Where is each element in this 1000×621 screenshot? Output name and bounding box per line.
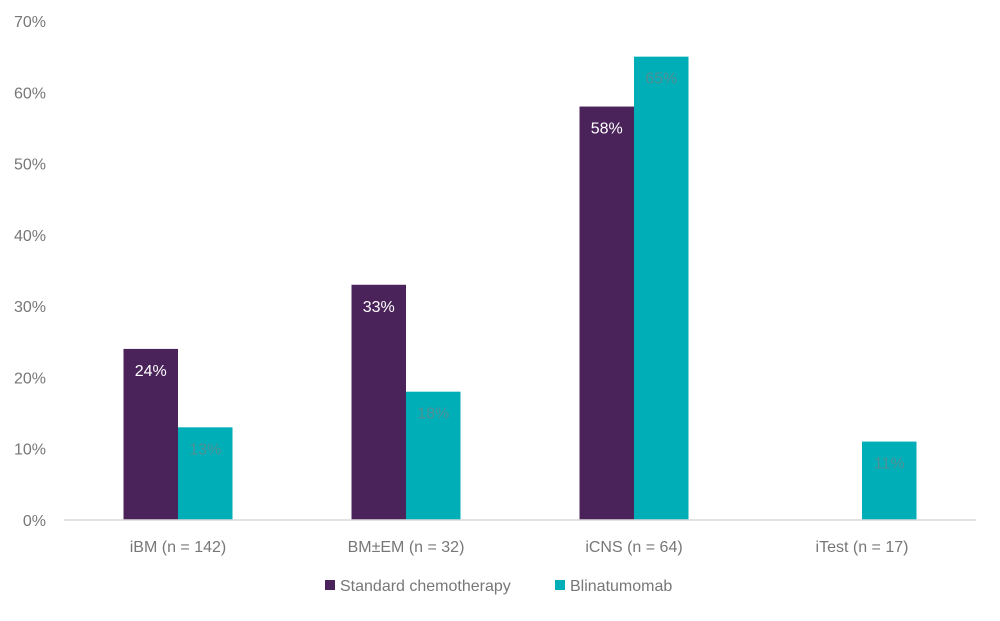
y-tick-label: 20% [14, 370, 46, 387]
bar [351, 284, 406, 520]
data-label: 24% [135, 363, 167, 380]
x-tick-label: iBM (n = 142) [130, 539, 226, 556]
bar [862, 441, 917, 520]
y-tick-label: 60% [14, 85, 46, 102]
y-tick-label: 0% [23, 513, 46, 530]
data-label: 11% [874, 456, 905, 473]
data-label: 13% [189, 441, 221, 458]
data-label: 65% [645, 71, 677, 88]
bar [123, 348, 178, 520]
y-tick-label: 40% [14, 228, 46, 245]
bar [178, 427, 233, 520]
bar [406, 391, 461, 520]
x-tick-label: iCNS (n = 64) [585, 539, 682, 556]
data-label: 18% [417, 406, 449, 423]
y-tick-label: 10% [14, 442, 46, 459]
bar [634, 56, 689, 521]
bar [579, 106, 634, 521]
data-label: 58% [591, 121, 623, 138]
legend-label: Standard chemotherapy [340, 578, 511, 595]
x-tick-label: iTest (n = 17) [816, 539, 909, 556]
y-tick-label: 30% [14, 299, 46, 316]
legend-swatch [555, 580, 565, 590]
y-tick-label: 70% [14, 14, 46, 31]
data-label: 33% [363, 299, 395, 316]
legend-swatch [325, 580, 335, 590]
x-tick-label: BM±EM (n = 32) [348, 539, 465, 556]
y-tick-label: 50% [14, 157, 46, 174]
legend-label: Blinatumomab [570, 578, 672, 595]
